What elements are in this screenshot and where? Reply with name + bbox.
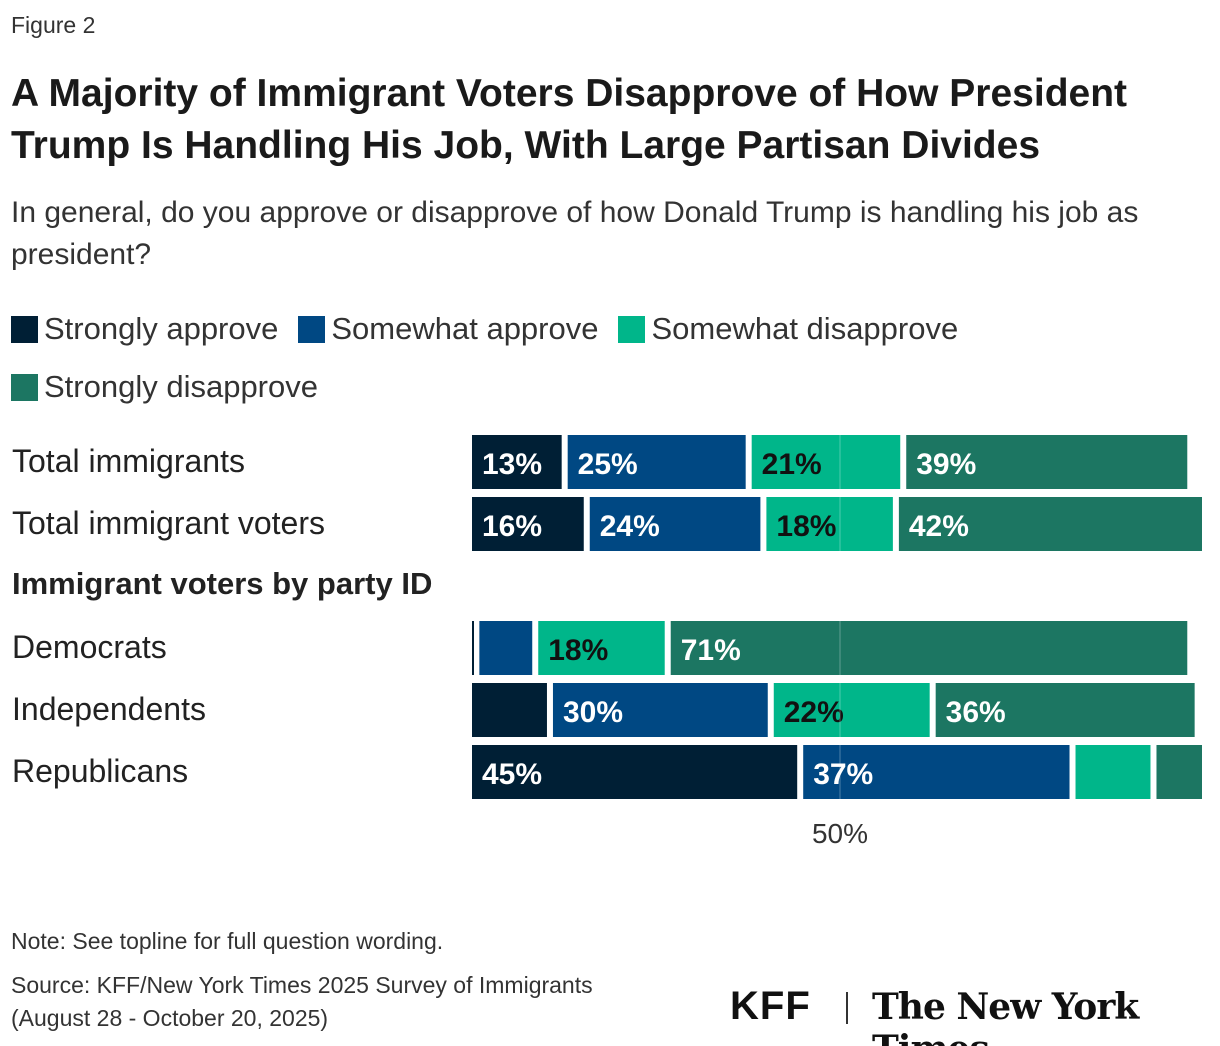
legend-swatch [11,373,38,401]
source-dates: (August 28 - October 20, 2025) [11,1005,329,1031]
bar-segment [773,683,930,737]
data-label: 13% [482,448,542,481]
bar-segment [472,745,798,799]
data-label: 18% [776,510,836,543]
bar-segment [538,621,665,675]
data-label: 22% [784,696,844,729]
nyt-logo: The New York Times [872,986,1139,1046]
bar-segment [935,683,1195,737]
row-label: Total immigrants [12,443,245,479]
data-label: 21% [762,448,822,481]
row-label: Total immigrant voters [12,505,325,541]
legend-item: Somewhat disapprove [618,306,958,352]
legend-label: Somewhat approve [331,311,599,346]
bar-segment [803,745,1070,799]
legend-item: Strongly approve [11,306,278,352]
data-label: 30% [563,696,623,729]
data-label: 39% [916,448,976,481]
data-label: 37% [813,758,873,791]
bar-segment [472,497,584,551]
legend-item: Strongly disapprove [11,364,318,410]
bar-segment [472,621,474,675]
note: Note: See topline for full question word… [11,928,444,954]
legend-item: Somewhat approve [298,306,598,352]
bar-segment [906,435,1188,489]
bar-segment [552,683,768,737]
bar-segment [898,497,1202,551]
legend-label: Somewhat disapprove [651,311,959,346]
row-label: Democrats [12,629,167,665]
legend-label: Strongly approve [44,311,279,346]
kff-logo: KFF [730,984,811,1028]
data-label: 18% [548,634,608,667]
source: Source: KFF/New York Times 2025 Survey o… [11,972,593,998]
data-label: 24% [600,510,660,543]
data-label: 16% [482,510,542,543]
figure-label: Figure 2 [11,12,96,38]
bar-segment [567,435,746,489]
row-label: Independents [12,691,206,727]
data-label: 42% [909,510,969,543]
logo-divider [846,992,848,1024]
chart-title: A Majority of Immigrant Voters Disapprov… [11,72,1128,167]
bar-segment [472,683,547,737]
bar-segment [751,435,901,489]
legend-swatch [298,315,326,343]
legend-swatch [618,315,646,343]
legend: Strongly approve Somewhat approve Somewhat… [11,306,1111,422]
bar-segment [1075,745,1151,799]
bar-segment [766,497,893,551]
legend-label: Strongly disapprove [44,369,318,404]
row-label: Republicans [12,753,189,789]
reference-line-label: 50% [812,818,868,849]
data-label: 36% [946,696,1006,729]
bar-segment [670,621,1188,675]
legend-swatch [11,315,38,343]
data-label: 45% [482,758,542,791]
chart-subtitle: In general, do you approve or disapprove… [11,196,1139,271]
bar-segment [589,497,761,551]
group-heading: Immigrant voters by party ID [12,566,433,601]
bar-segment [479,621,533,675]
bar-segment [1156,745,1202,799]
bar-segment [472,435,562,489]
data-label: 71% [681,634,741,667]
data-label: 25% [578,448,638,481]
